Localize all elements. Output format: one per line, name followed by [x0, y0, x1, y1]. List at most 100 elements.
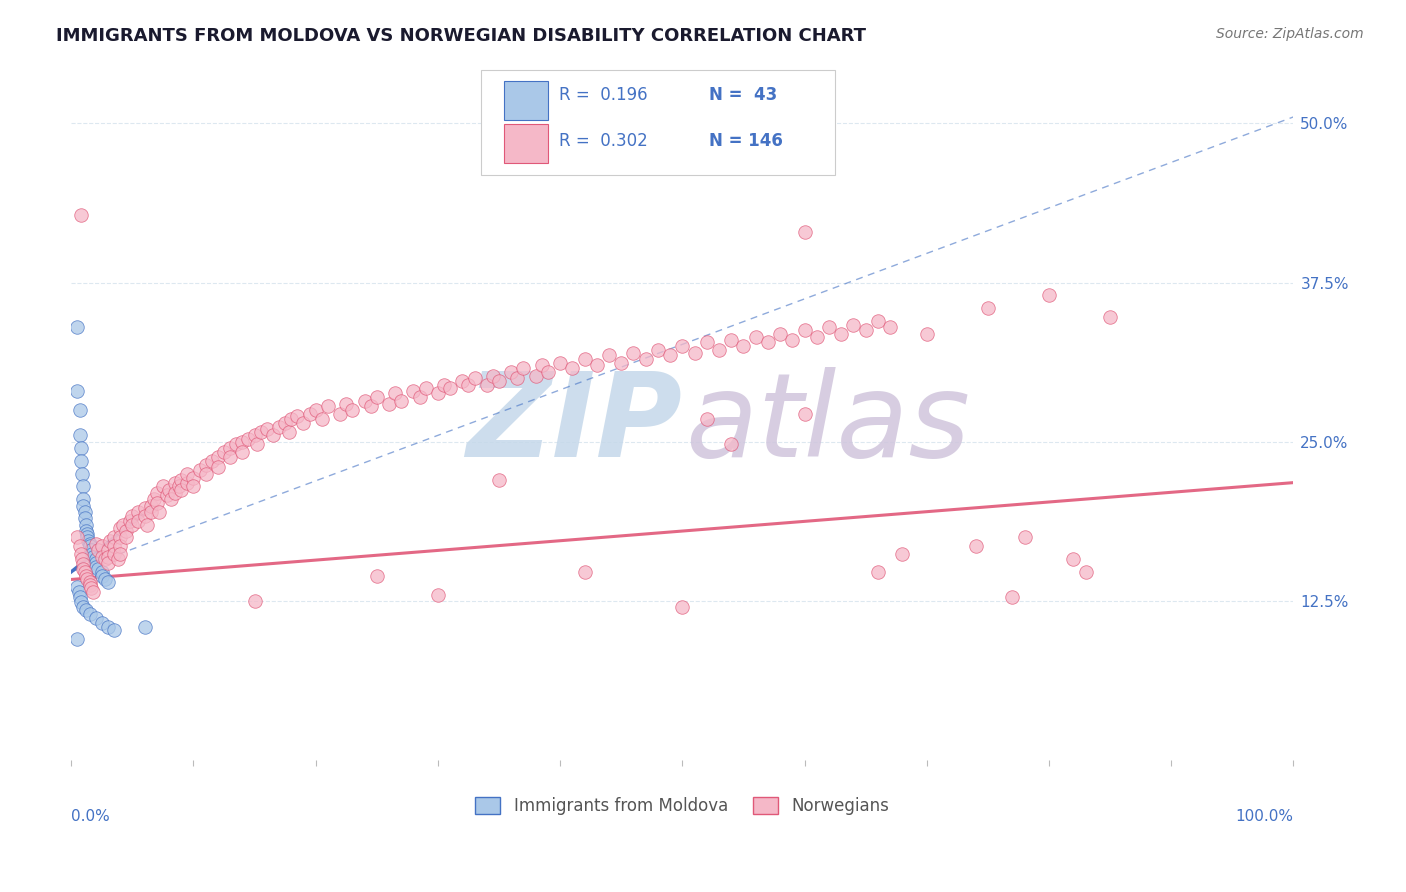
Point: [219, 450, 242, 464]
Point: [176, 475, 198, 490]
Point: [84, 556, 107, 570]
Point: [256, 422, 278, 436]
Point: [97, 574, 120, 589]
Point: [965, 539, 987, 553]
Point: [855, 323, 877, 337]
Point: [501, 365, 523, 379]
Point: [756, 335, 779, 350]
Point: [72, 499, 94, 513]
Point: [280, 412, 302, 426]
Point: [915, 326, 938, 341]
Point: [366, 390, 388, 404]
Point: [219, 441, 242, 455]
Point: [1062, 552, 1084, 566]
Point: [207, 450, 229, 464]
Point: [671, 339, 693, 353]
Point: [866, 314, 889, 328]
Point: [72, 562, 94, 576]
Point: [146, 496, 169, 510]
Point: [134, 501, 156, 516]
Point: [165, 485, 187, 500]
Point: [246, 437, 269, 451]
Point: [194, 458, 217, 472]
Point: [782, 333, 804, 347]
Point: [415, 381, 437, 395]
Point: [70, 547, 93, 561]
Point: [225, 437, 247, 451]
Point: [683, 345, 706, 359]
Point: [111, 517, 134, 532]
Point: [70, 595, 93, 609]
Point: [433, 377, 456, 392]
Point: [475, 377, 498, 392]
Point: [231, 445, 253, 459]
Point: [842, 318, 865, 332]
Point: [659, 348, 682, 362]
Point: [212, 445, 235, 459]
Point: [90, 539, 112, 553]
Point: [183, 470, 205, 484]
Text: R =  0.196: R = 0.196: [558, 87, 648, 104]
Point: [879, 320, 901, 334]
Point: [488, 374, 510, 388]
Point: [720, 333, 742, 347]
Point: [426, 386, 449, 401]
Point: [69, 539, 91, 553]
Point: [90, 568, 112, 582]
Point: [80, 582, 103, 596]
Point: [561, 361, 583, 376]
Point: [82, 585, 104, 599]
Text: Source: ZipAtlas.com: Source: ZipAtlas.com: [1216, 27, 1364, 41]
Point: [720, 437, 742, 451]
Point: [488, 473, 510, 487]
Point: [134, 508, 156, 523]
Point: [744, 330, 766, 344]
Point: [70, 441, 93, 455]
Text: 0.0%: 0.0%: [72, 809, 110, 824]
Point: [305, 403, 328, 417]
Point: [90, 549, 112, 564]
Point: [574, 565, 596, 579]
Point: [274, 416, 297, 430]
Point: [139, 499, 162, 513]
Text: N =  43: N = 43: [709, 87, 778, 104]
Point: [148, 505, 170, 519]
Point: [238, 432, 260, 446]
Point: [389, 394, 412, 409]
Point: [97, 549, 120, 564]
Point: [121, 508, 143, 523]
Point: [696, 335, 718, 350]
Point: [329, 407, 352, 421]
Point: [84, 610, 107, 624]
Point: [115, 524, 138, 538]
Point: [103, 547, 125, 561]
Point: [79, 574, 101, 589]
Point: [80, 543, 103, 558]
Point: [818, 320, 841, 334]
Text: ZIP: ZIP: [467, 367, 682, 482]
Point: [66, 320, 89, 334]
Point: [402, 384, 425, 398]
Text: 100.0%: 100.0%: [1236, 809, 1294, 824]
Point: [127, 505, 149, 519]
Point: [183, 479, 205, 493]
Point: [69, 591, 91, 605]
Point: [72, 492, 94, 507]
Point: [1074, 565, 1097, 579]
Point: [108, 547, 131, 561]
Point: [70, 208, 93, 222]
Point: [830, 326, 852, 341]
Point: [66, 632, 89, 647]
Point: [335, 396, 357, 410]
Point: [87, 543, 110, 558]
Point: [439, 381, 461, 395]
Point: [482, 368, 505, 383]
Point: [70, 552, 93, 566]
Point: [98, 534, 121, 549]
Point: [806, 330, 828, 344]
Point: [75, 517, 97, 532]
Legend: Immigrants from Moldova, Norwegians: Immigrants from Moldova, Norwegians: [468, 790, 896, 822]
Point: [139, 505, 162, 519]
Point: [94, 573, 117, 587]
Point: [118, 514, 141, 528]
